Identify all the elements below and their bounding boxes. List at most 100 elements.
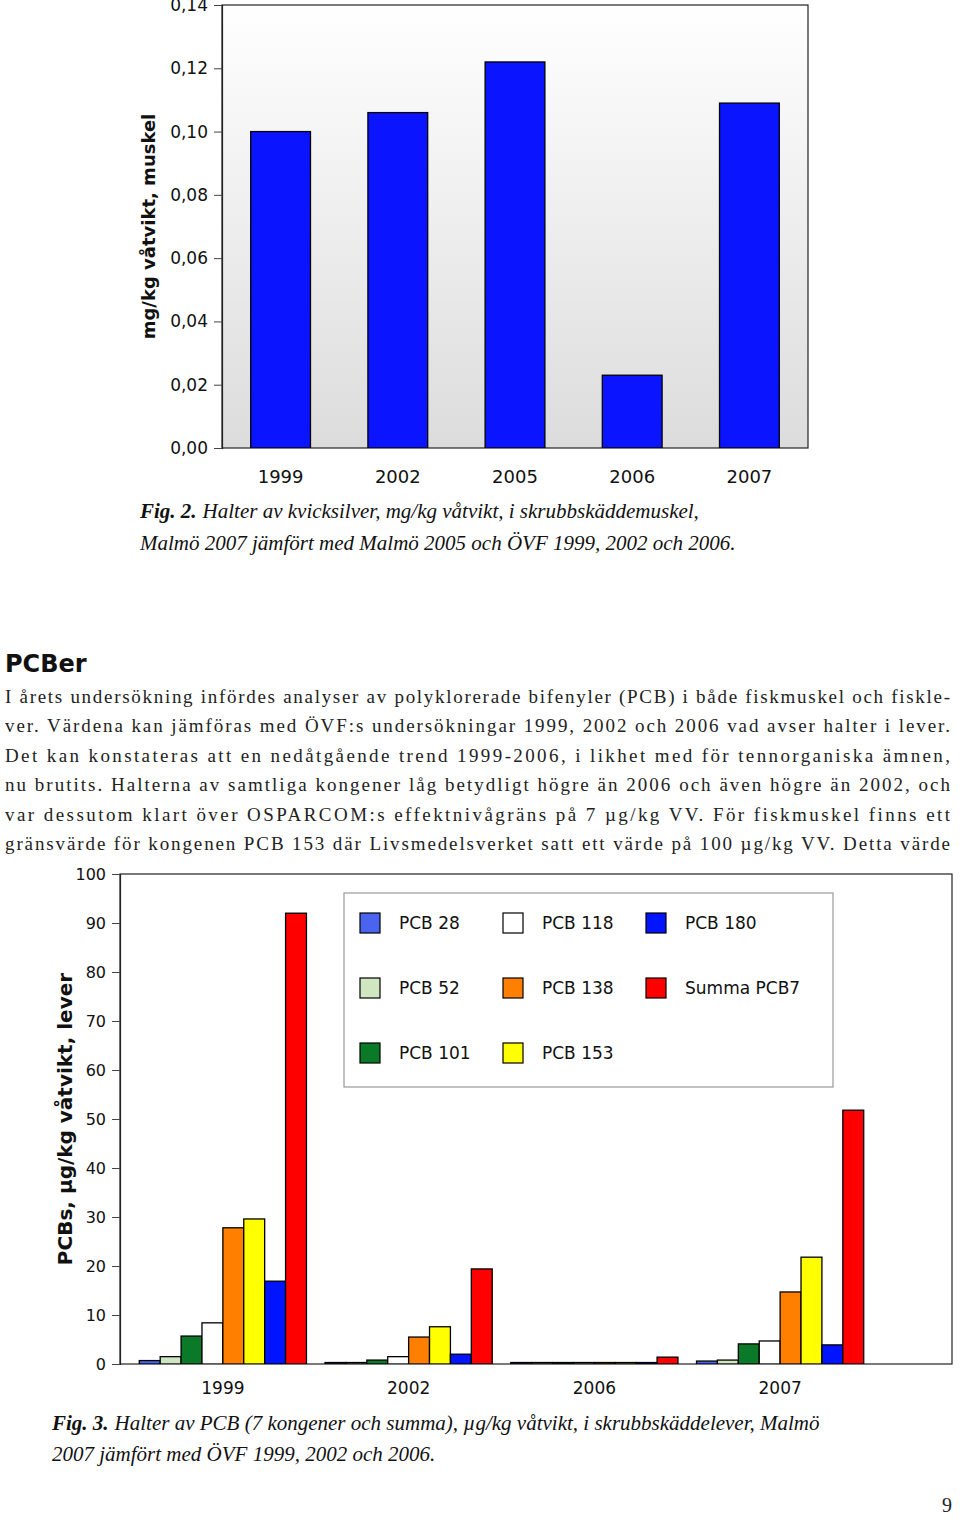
tick-label: 50 [86,1110,106,1129]
tick-mark [214,385,222,386]
tick-label: 70 [86,1012,106,1031]
tick-label: 1999 [258,466,304,487]
tick-mark [214,132,222,133]
bar [367,1360,388,1364]
paragraph-line: ver. Värdena kan jämföras med ÖVF:s unde… [5,715,950,736]
y-tick: 0,06 [170,248,222,268]
bar [657,1357,678,1364]
bar [202,1323,223,1364]
paragraph-line: nu brutits. Halterna av samtliga kongene… [5,774,951,795]
tick-mark [214,321,222,322]
plot-frame [120,874,952,1364]
x-tick: 2006 [609,466,655,487]
y-tick: 0 [96,1355,120,1374]
legend-label: PCB 118 [542,913,614,933]
tick-label: 80 [86,963,106,982]
axis-line [112,875,121,1365]
tick-label: 0,12 [170,58,208,78]
tick-mark [112,1070,120,1071]
x-tick: 2002 [387,1378,430,1398]
paragraph-line: Det kan konstateras att en nedåtgående t… [5,745,950,766]
bar [346,1363,367,1364]
tick-label: 30 [86,1208,106,1227]
axis-line [223,448,809,449]
tick-label: 1999 [201,1378,244,1398]
bar [409,1337,430,1364]
legend-label: PCB 153 [542,1043,614,1063]
bar [160,1357,181,1364]
tick-label: 2007 [758,1378,801,1398]
caption: Fig. 2.Halter av kvicksilver, mg/kg våtv… [139,499,699,523]
tick-mark [112,1021,120,1022]
legend: PCB 28PCB 52PCB 101PCB 118PCB 138PCB 153… [344,893,833,1087]
bar [223,1228,244,1364]
y-tick: 0,12 [170,58,222,78]
plot-frame [222,5,808,448]
bar [471,1269,492,1364]
bar [822,1345,843,1364]
tick-label: 0,08 [170,185,208,205]
tick-mark [112,923,120,924]
bar [265,1281,286,1364]
page: 0,000,020,040,060,080,100,120,1419992002… [0,0,960,1528]
y-tick: 0,08 [170,185,222,205]
y-tick: 50 [86,1110,120,1129]
bars [251,62,780,448]
tick-label: 0,10 [170,122,208,142]
y-tick: 20 [86,1257,120,1276]
paragraph-line: var dessutom klart över OSPARCOM:s effek… [5,804,951,825]
tick-mark [214,195,222,196]
legend-swatch [360,1043,380,1063]
y-axis: 0102030405060708090100 [75,865,120,1374]
bar [388,1357,409,1364]
bar [594,1363,615,1364]
bar [244,1219,265,1364]
bar [532,1363,553,1364]
tick-mark [112,874,120,875]
bar [251,132,311,448]
bar [368,113,428,448]
legend-swatch [646,978,666,998]
bar [843,1110,864,1364]
legend-swatch [503,913,523,933]
tick-label: 2002 [375,466,421,487]
tick-label: 2002 [387,1378,430,1398]
y-tick: 70 [86,1012,120,1031]
bar [636,1363,657,1364]
tick-label: 20 [86,1257,106,1276]
tick-mark [112,1364,120,1365]
bar [602,375,662,448]
legend-label: PCB 101 [399,1043,471,1063]
bar [325,1363,346,1364]
tick-mark [112,1315,120,1316]
caption-text: 2007 jämfört med ÖVF 1999, 2002 och 2006… [52,1442,435,1466]
bar [697,1361,718,1364]
legend-swatch [646,913,666,933]
tick-mark [112,1168,120,1169]
caption-label: Fig. 3. [51,1411,109,1435]
tick-mark [214,258,222,259]
bar [430,1327,451,1364]
bar [181,1336,202,1364]
axis-line [131,1364,874,1365]
x-tick: 2002 [375,466,421,487]
tick-mark [112,1217,120,1218]
y-tick: 40 [86,1159,120,1178]
tick-label: 0 [96,1355,106,1374]
tick-label: 40 [86,1159,106,1178]
tick-label: 60 [86,1061,106,1080]
bar [615,1363,636,1364]
chart: 01020304050607080901001999200220062007PC… [51,865,952,1466]
tick-mark [112,1119,120,1120]
tick-label: 2005 [492,466,538,487]
bar [139,1361,160,1364]
x-tick: 1999 [201,1378,244,1398]
legend-swatch [503,978,523,998]
tick-mark [112,972,120,973]
tick-label: 0,00 [170,438,208,458]
tick-mark [214,68,222,69]
y-axis-title: mg/kg våtvikt, muskel [138,114,159,340]
legend-label: PCB 180 [685,913,757,933]
tick-mark [112,1266,120,1267]
legend-swatch [360,978,380,998]
